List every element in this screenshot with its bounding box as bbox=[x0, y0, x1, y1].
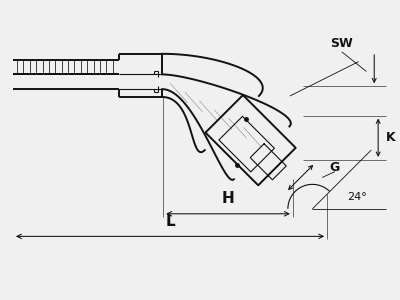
Text: L: L bbox=[165, 214, 175, 229]
Text: 24°: 24° bbox=[347, 192, 366, 202]
Text: G: G bbox=[330, 161, 340, 174]
Text: K: K bbox=[386, 131, 396, 144]
Text: SW: SW bbox=[330, 38, 353, 50]
Text: H: H bbox=[222, 191, 234, 206]
